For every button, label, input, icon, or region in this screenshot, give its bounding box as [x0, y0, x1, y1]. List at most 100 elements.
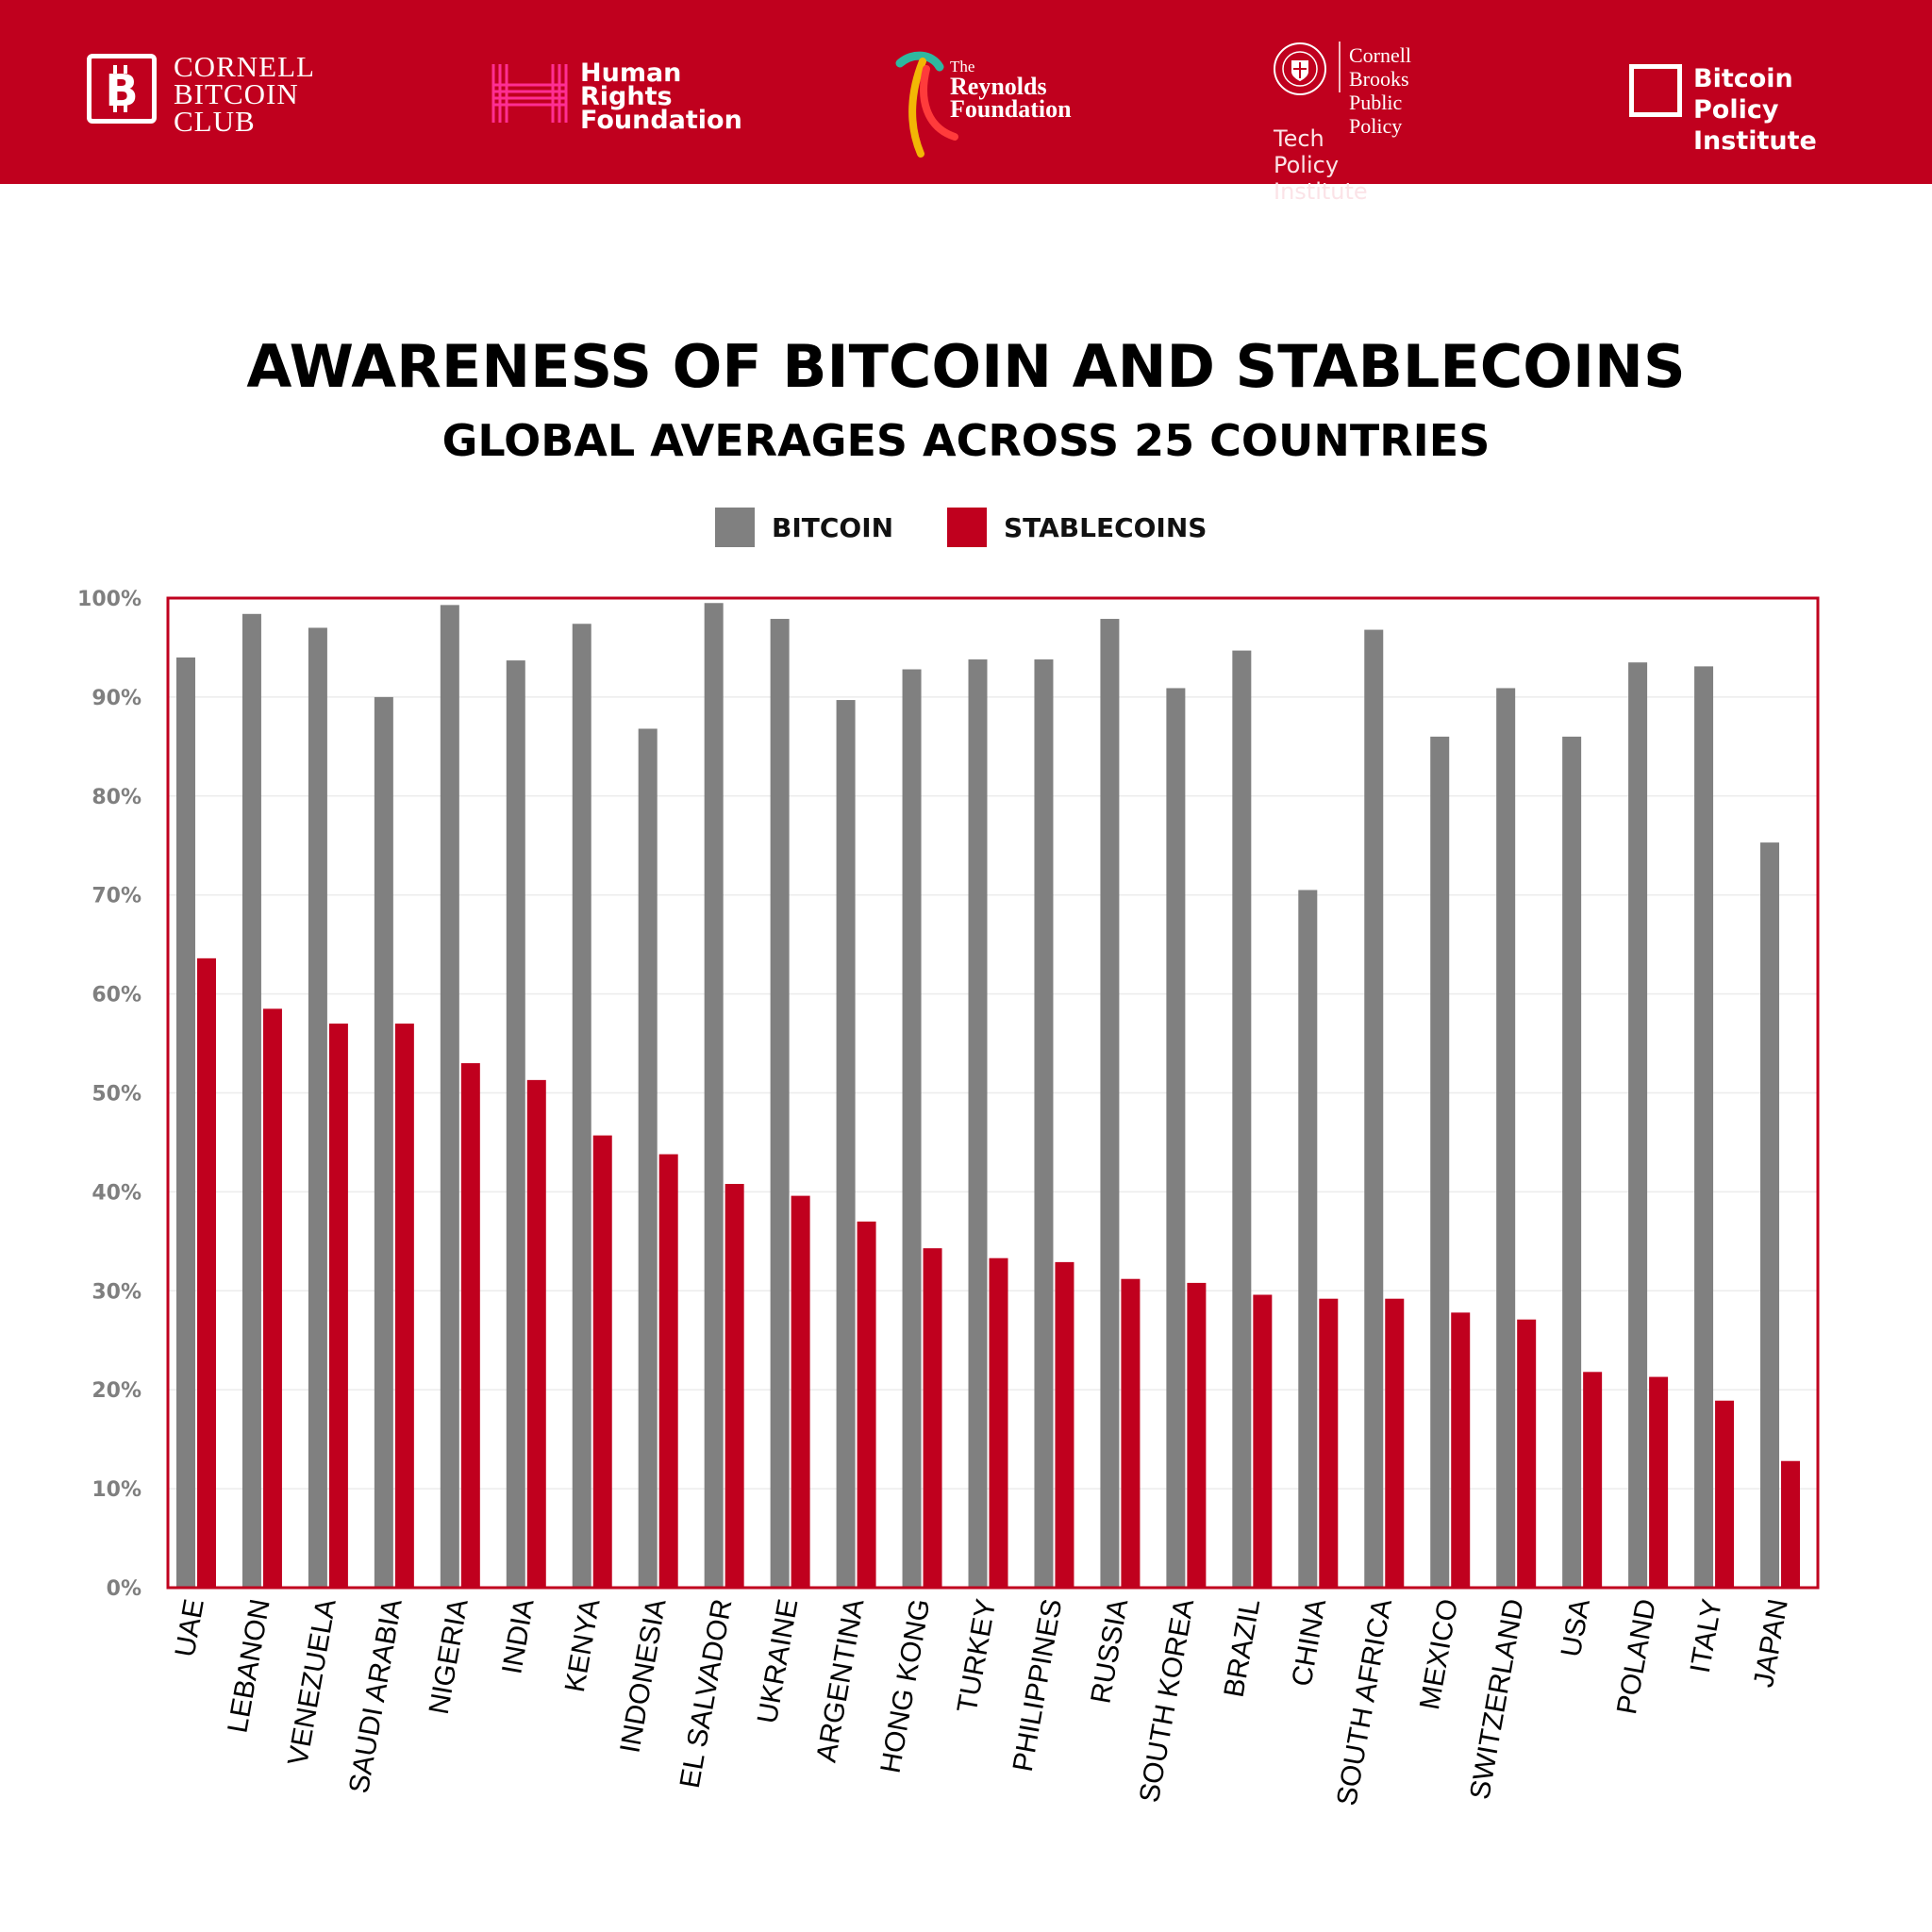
bar-stablecoins-china — [1319, 1298, 1339, 1588]
y-tick-label: 50% — [92, 1083, 142, 1107]
bar-bitcoin-philippines — [1034, 659, 1054, 1588]
bar-bitcoin-japan — [1760, 842, 1780, 1588]
hrf-line-1: Human — [580, 58, 682, 88]
bar-bitcoin-saudi-arabia — [374, 696, 393, 1588]
reynolds-the: The — [950, 58, 975, 75]
bar-stablecoins-italy — [1715, 1400, 1735, 1588]
bar-stablecoins-mexico — [1451, 1312, 1471, 1588]
x-tick-label: VENEZUELA — [282, 1596, 341, 1767]
bar-stablecoins-south-korea — [1187, 1282, 1207, 1588]
y-tick-label: 40% — [92, 1181, 142, 1205]
x-tick-label: UKRAINE — [752, 1596, 805, 1725]
cbc-line-2: BITCOIN — [174, 77, 299, 110]
bar-stablecoins-uae — [196, 958, 216, 1588]
bar-stablecoins-poland — [1649, 1376, 1669, 1588]
bar-stablecoins-turkey — [989, 1257, 1008, 1588]
bar-bitcoin-ukraine — [770, 619, 790, 1588]
bpi-square-icon — [1629, 64, 1682, 117]
bar-bitcoin-indonesia — [638, 728, 658, 1588]
y-tick-label: 0% — [107, 1577, 142, 1601]
x-tick-label: SOUTH KOREA — [1134, 1596, 1200, 1805]
bar-stablecoins-saudi-arabia — [394, 1024, 414, 1588]
bar-stablecoins-hong-kong — [923, 1248, 942, 1588]
chart-subtitle: GLOBAL AVERAGES ACROSS 25 COUNTRIES — [441, 415, 1491, 466]
bar-stablecoins-nigeria — [460, 1063, 480, 1588]
cornell-brooks-name: Cornell Brooks Public Policy — [1349, 43, 1411, 138]
bar-stablecoins-ukraine — [791, 1195, 810, 1588]
x-tick-label: USA — [1556, 1596, 1596, 1658]
cornell-divider — [1339, 42, 1341, 92]
reynolds-name: The Reynolds Foundation — [950, 58, 1072, 123]
bar-stablecoins-switzerland — [1517, 1319, 1537, 1588]
y-tick-label: 100% — [77, 588, 142, 611]
x-tick-label: BRAZIL — [1218, 1596, 1266, 1699]
x-tick-label: TURKEY — [952, 1596, 1003, 1715]
x-tick-label: SWITZERLAND — [1464, 1596, 1530, 1801]
bar-stablecoins-indonesia — [658, 1154, 678, 1588]
x-tick-label: NIGERIA — [424, 1596, 475, 1716]
hrf-name: Human Rights Foundation — [580, 58, 742, 133]
bar-stablecoins-south-africa — [1385, 1298, 1405, 1588]
tech-policy-institute: Tech Policy Institute — [1274, 125, 1368, 205]
bar-stablecoins-venezuela — [328, 1024, 348, 1588]
plot-frame — [166, 596, 1820, 1590]
cbpp-line-1: Cornell Brooks — [1349, 43, 1411, 91]
cbc-line-1: CORNELL — [174, 50, 315, 83]
chart-title: AWARENESS OF BITCOIN AND STABLECOINS — [246, 332, 1686, 401]
bar-stablecoins-japan — [1781, 1460, 1801, 1588]
x-tick-label: HONG KONG — [875, 1596, 937, 1775]
legend-item-stablecoins: STABLECOINS — [947, 507, 1207, 548]
bar-bitcoin-hong-kong — [902, 669, 922, 1588]
x-tick-label: SOUTH AFRICA — [1331, 1596, 1398, 1807]
legend-item-bitcoin: BITCOIN — [715, 507, 893, 548]
header-banner: B CORNELL BITCOIN CLUB Human Rights Foun… — [0, 0, 1932, 205]
x-tick-label: CHINA — [1286, 1596, 1332, 1689]
bar-stablecoins-kenya — [592, 1135, 612, 1588]
cbpp-line-2: Public Policy — [1349, 91, 1403, 138]
bar-stablecoins-lebanon — [262, 1008, 282, 1588]
legend-swatch-bitcoin — [715, 508, 755, 547]
x-tick-label: MEXICO — [1414, 1596, 1464, 1711]
bar-bitcoin-turkey — [968, 659, 988, 1588]
bar-stablecoins-argentina — [857, 1221, 876, 1588]
bar-bitcoin-uae — [175, 657, 195, 1588]
x-tick-label: INDONESIA — [614, 1596, 672, 1755]
x-tick-label: PHILIPPINES — [1008, 1596, 1069, 1774]
bar-stablecoins-usa — [1583, 1372, 1603, 1588]
cornell-bitcoin-club-name: CORNELL BITCOIN CLUB — [174, 50, 315, 136]
hrf-h-icon — [491, 64, 568, 123]
x-tick-label: JAPAN — [1748, 1596, 1794, 1690]
bpi-line-1: Bitcoin Policy — [1693, 64, 1793, 125]
bar-stablecoins-india — [526, 1079, 546, 1588]
bar-stablecoins-philippines — [1055, 1261, 1074, 1588]
x-tick-label: INDIA — [496, 1596, 540, 1676]
y-tick-label: 10% — [92, 1478, 142, 1502]
y-tick-label: 60% — [92, 984, 142, 1008]
y-tick-label: 90% — [92, 687, 142, 710]
x-tick-label: LEBANON — [222, 1596, 275, 1735]
reynolds-swirl-icon — [895, 51, 958, 158]
x-tick-label: KENYA — [559, 1596, 607, 1694]
bar-bitcoin-china — [1298, 890, 1318, 1588]
bpi-name: Bitcoin Policy Institute — [1693, 63, 1817, 157]
bar-bitcoin-lebanon — [242, 613, 261, 1589]
bar-bitcoin-poland — [1628, 662, 1648, 1588]
hrf-line-2: Rights — [580, 82, 673, 111]
bar-bitcoin-kenya — [572, 624, 591, 1588]
bar-bitcoin-switzerland — [1496, 688, 1516, 1588]
legend-swatch-stablecoins — [947, 508, 987, 547]
bar-stablecoins-el-salvador — [724, 1184, 744, 1588]
reynolds-line-2: Foundation — [950, 95, 1072, 123]
bar-bitcoin-italy — [1694, 666, 1714, 1588]
bar-bitcoin-venezuela — [308, 627, 327, 1588]
bar-bitcoin-south-korea — [1166, 688, 1186, 1588]
legend-label-stablecoins: STABLECOINS — [1004, 511, 1208, 543]
y-tick-label: 70% — [92, 885, 142, 908]
x-tick-label: UAE — [170, 1596, 210, 1658]
bitcoin-badge-icon: B — [87, 54, 157, 124]
bar-bitcoin-mexico — [1430, 736, 1450, 1588]
bar-bitcoin-argentina — [836, 700, 856, 1588]
bar-bitcoin-south-africa — [1364, 629, 1384, 1588]
x-tick-label: EL SALVADOR — [675, 1596, 739, 1790]
